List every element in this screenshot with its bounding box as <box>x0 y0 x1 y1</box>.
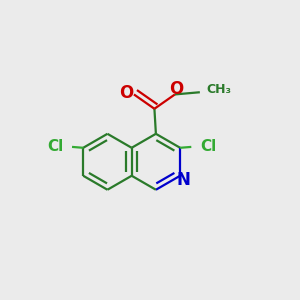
Text: O: O <box>169 80 184 98</box>
Text: Cl: Cl <box>47 139 64 154</box>
Text: O: O <box>119 84 134 102</box>
Text: N: N <box>176 171 190 189</box>
Text: Cl: Cl <box>200 139 216 154</box>
Text: CH₃: CH₃ <box>206 83 231 96</box>
